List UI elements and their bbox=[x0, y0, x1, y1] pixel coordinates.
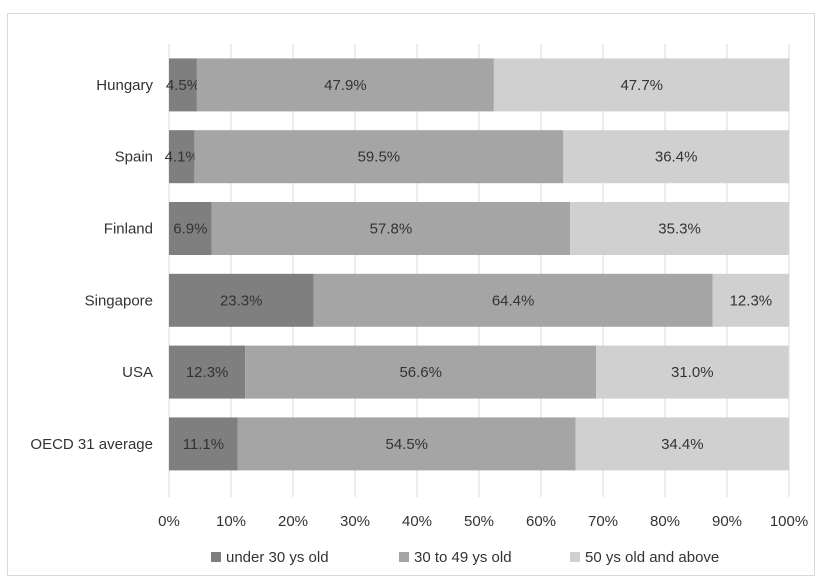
bars: 4.5% 47.9% 47.7% 4.1% 59.5% 36.4% 6.9% 57.8% 35.… bbox=[165, 58, 790, 471]
legend: under 30 ys old 30 to 49 ys old 50 ys old … bbox=[211, 549, 719, 566]
data-label-4-1: 56.6% bbox=[399, 364, 442, 381]
x-tick-label-4: 40% bbox=[402, 513, 432, 530]
bar-3-0 bbox=[169, 273, 314, 327]
category-label-1: Spain bbox=[115, 149, 153, 166]
bar-4-1 bbox=[245, 345, 597, 399]
x-tick-label-2: 20% bbox=[278, 513, 308, 530]
data-label-1-0: 4.1% bbox=[165, 149, 199, 166]
data-label-1-1: 59.5% bbox=[358, 149, 401, 166]
data-label-5-0: 11.1% bbox=[183, 436, 224, 453]
legend-label-1: 30 to 49 ys old bbox=[414, 549, 512, 566]
bar-1-2 bbox=[563, 130, 789, 184]
x-tick-label-9: 90% bbox=[712, 513, 742, 530]
data-label-0-0: 4.5% bbox=[166, 77, 200, 94]
data-label-4-0: 12.3% bbox=[186, 364, 229, 381]
data-label-3-1: 64.4% bbox=[492, 292, 535, 309]
data-label-0-1: 47.9% bbox=[324, 77, 367, 94]
x-axis-tick-labels: 0% 10% 20% 30% 40% 50% 60% 70% 80% 90% 100% bbox=[158, 513, 808, 530]
bar-4-0 bbox=[169, 345, 246, 399]
legend-swatch-2 bbox=[570, 552, 580, 562]
category-label-3: Singapore bbox=[85, 292, 153, 309]
x-tick-label-8: 80% bbox=[650, 513, 680, 530]
bar-0-1 bbox=[196, 58, 494, 112]
x-tick-label-6: 60% bbox=[526, 513, 556, 530]
x-tick-label-1: 10% bbox=[216, 513, 246, 530]
data-label-1-2: 36.4% bbox=[655, 149, 698, 166]
legend-label-0: under 30 ys old bbox=[226, 549, 329, 566]
category-label-0: Hungary bbox=[96, 77, 153, 94]
bar-5-1 bbox=[237, 417, 576, 471]
bar-1-1 bbox=[194, 130, 564, 184]
x-tick-label-5: 50% bbox=[464, 513, 494, 530]
data-label-3-2: 12.3% bbox=[730, 292, 773, 309]
bar-3-2 bbox=[712, 273, 789, 327]
bar-0-2 bbox=[493, 58, 790, 112]
category-label-5: OECD 31 average bbox=[30, 436, 153, 453]
bar-4-2 bbox=[596, 345, 789, 399]
legend-swatch-1 bbox=[399, 552, 409, 562]
bar-2-0 bbox=[169, 202, 212, 255]
x-tick-label-10: 100% bbox=[770, 513, 808, 530]
x-tick-label-3: 30% bbox=[340, 513, 370, 530]
data-label-2-0: 6.9% bbox=[173, 221, 207, 238]
bar-5-2 bbox=[575, 417, 789, 471]
data-label-5-2: 34.4% bbox=[661, 436, 704, 453]
bar-5-0 bbox=[169, 417, 238, 471]
bar-2-2 bbox=[570, 202, 789, 255]
x-tick-label-0: 0% bbox=[158, 513, 180, 530]
bar-0-0 bbox=[169, 58, 197, 112]
legend-label-2: 50 ys old and above bbox=[585, 549, 719, 566]
legend-swatch-0 bbox=[211, 552, 221, 562]
bar-2-1 bbox=[211, 202, 571, 255]
data-label-0-2: 47.7% bbox=[620, 77, 663, 94]
data-label-2-2: 35.3% bbox=[658, 221, 701, 238]
bar-1-0 bbox=[169, 130, 195, 184]
category-label-4: USA bbox=[122, 364, 153, 381]
x-tick-label-7: 70% bbox=[588, 513, 618, 530]
data-label-3-0: 23.3% bbox=[220, 292, 263, 309]
category-labels: Hungary Spain Finland Singapore USA OECD 31 a… bbox=[30, 77, 153, 453]
bar-3-1 bbox=[313, 273, 713, 327]
data-label-4-2: 31.0% bbox=[671, 364, 714, 381]
category-label-2: Finland bbox=[104, 221, 153, 238]
data-label-5-1: 54.5% bbox=[385, 436, 428, 453]
data-label-2-1: 57.8% bbox=[370, 221, 413, 238]
